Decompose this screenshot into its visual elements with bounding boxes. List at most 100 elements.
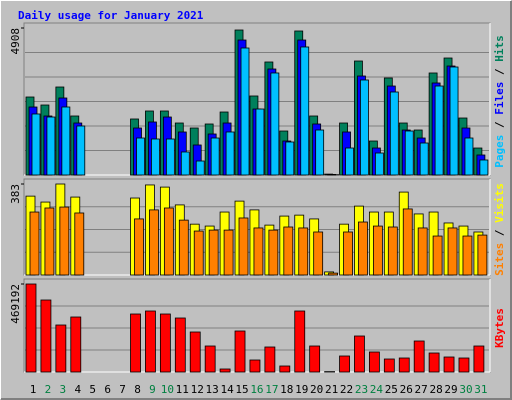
bar xyxy=(343,231,353,276)
bar xyxy=(398,357,410,373)
bar xyxy=(462,235,473,276)
bar xyxy=(145,310,156,373)
bar xyxy=(223,229,234,276)
bar xyxy=(219,368,231,373)
bar xyxy=(285,141,295,176)
bar xyxy=(193,230,204,276)
bar xyxy=(372,225,383,276)
bar xyxy=(464,137,474,176)
bar xyxy=(434,85,444,176)
bar xyxy=(264,346,276,373)
bar xyxy=(479,159,489,176)
bar xyxy=(268,229,279,276)
x-tick-label: 21 xyxy=(325,383,338,396)
bar xyxy=(417,227,428,276)
x-tick-label: 27 xyxy=(415,383,428,396)
legend: KBytes xyxy=(493,308,506,348)
bar xyxy=(174,317,186,373)
bar xyxy=(149,209,159,276)
x-tick-label: 13 xyxy=(206,383,219,396)
legend-entry: Sites xyxy=(493,243,506,276)
bar xyxy=(298,227,309,276)
bar xyxy=(234,330,246,373)
x-tick-label: 4 xyxy=(74,383,81,396)
x-tick-label: 30 xyxy=(459,383,472,396)
legend-entry: Hits xyxy=(493,35,506,62)
y-tick-label: 383 xyxy=(9,184,22,204)
x-tick-label: 15 xyxy=(235,383,248,396)
bar xyxy=(25,283,37,373)
bar xyxy=(130,313,141,373)
legend-separator: / xyxy=(493,115,506,135)
bar xyxy=(61,106,71,176)
bar xyxy=(368,351,380,373)
x-tick-label: 14 xyxy=(220,383,234,396)
bar xyxy=(443,356,455,373)
x-tick-label: 1 xyxy=(30,383,37,396)
x-tick-label: 25 xyxy=(385,383,398,396)
bar xyxy=(328,272,339,276)
x-tick-label: 31 xyxy=(474,383,487,396)
legend-entry: KBytes xyxy=(493,308,506,348)
bar xyxy=(31,113,41,176)
bar xyxy=(360,79,369,176)
bar xyxy=(134,218,144,276)
bar xyxy=(387,226,398,276)
x-tick-label: 6 xyxy=(104,383,111,396)
bar xyxy=(180,151,190,176)
bar xyxy=(204,345,216,373)
x-tick-label: 7 xyxy=(119,383,126,396)
bar xyxy=(300,46,310,176)
bar xyxy=(29,211,40,276)
bar xyxy=(374,152,384,176)
bar xyxy=(136,137,145,176)
bar xyxy=(447,227,458,276)
x-tick-label: 23 xyxy=(355,383,368,396)
bar xyxy=(253,227,264,276)
bar xyxy=(208,229,219,276)
bar xyxy=(339,355,350,373)
x-tick-label: 28 xyxy=(429,383,442,396)
bar xyxy=(419,142,429,176)
x-tick-label: 19 xyxy=(295,383,308,396)
bar xyxy=(428,352,440,373)
y-tick-label: 469192 xyxy=(9,284,22,324)
bar xyxy=(313,231,324,276)
y-tick-label: 4908 xyxy=(9,28,22,55)
bar xyxy=(225,131,235,176)
bar xyxy=(44,207,55,276)
bar xyxy=(74,212,85,276)
bar xyxy=(270,72,280,176)
bar xyxy=(59,206,70,276)
bar xyxy=(358,221,368,276)
legend-entry: Pages xyxy=(493,135,506,168)
bar xyxy=(283,226,294,276)
x-tick-label: 26 xyxy=(400,383,413,396)
x-tick-label: 12 xyxy=(191,383,204,396)
bar xyxy=(354,335,365,373)
bar xyxy=(404,130,414,176)
legend-separator: / xyxy=(493,62,506,82)
bar xyxy=(279,365,291,373)
bar xyxy=(76,125,86,176)
chart-title: Daily usage for January 2021 xyxy=(18,9,204,22)
x-tick-label: 11 xyxy=(176,383,189,396)
bar xyxy=(195,160,205,176)
bar xyxy=(70,316,82,373)
x-tick-label: 10 xyxy=(161,383,174,396)
bar xyxy=(189,331,201,373)
x-tick-label: 18 xyxy=(280,383,293,396)
bar xyxy=(389,91,399,176)
x-tick-label: 9 xyxy=(149,383,156,396)
bar xyxy=(238,217,249,276)
x-tick-label: 29 xyxy=(444,383,457,396)
x-tick-label: 17 xyxy=(265,383,278,396)
x-tick-label: 22 xyxy=(340,383,353,396)
bar xyxy=(178,219,189,276)
x-tick-label: 5 xyxy=(89,383,96,396)
bar xyxy=(294,310,306,373)
bar xyxy=(46,116,56,176)
bar xyxy=(383,358,395,373)
